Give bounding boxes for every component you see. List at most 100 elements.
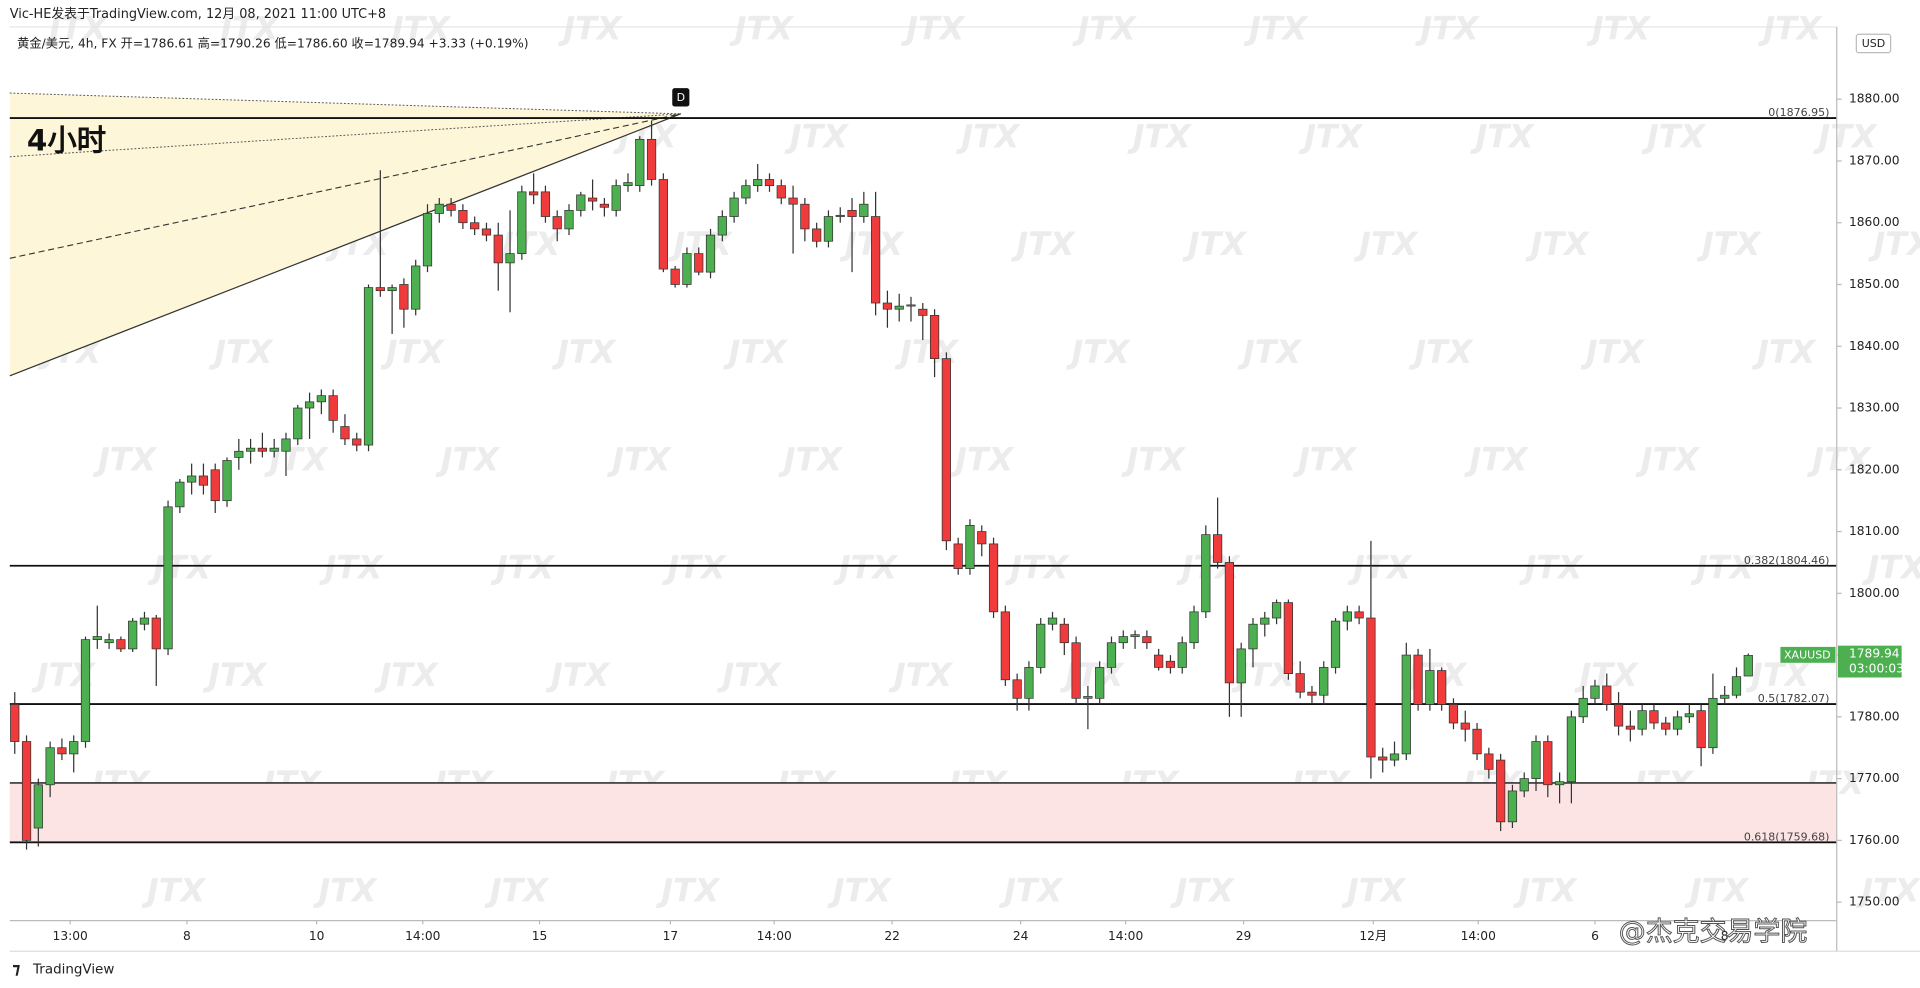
watermark: JTX xyxy=(1004,548,1070,586)
y-tick-label: 1770.00 xyxy=(1849,771,1900,785)
watermark: JTX xyxy=(723,333,789,371)
candle-body xyxy=(1578,697,1588,718)
candle-body xyxy=(1425,670,1435,705)
candle-body xyxy=(646,138,657,180)
candle-body xyxy=(21,741,32,841)
watermark: JTX xyxy=(1402,656,1468,694)
candle-body xyxy=(977,531,987,545)
header: Vic-HE发表于TradingView.com, 12月 08, 2021 1… xyxy=(10,6,386,22)
candle-body xyxy=(635,138,645,187)
candle-body xyxy=(1177,642,1187,668)
candle-body xyxy=(517,191,527,254)
watermark: JTX xyxy=(955,117,1021,155)
candle-body xyxy=(1661,722,1671,730)
candle-body xyxy=(1389,753,1400,761)
last-price: 1789.94 xyxy=(1849,647,1900,661)
candle-body xyxy=(753,179,763,187)
candle-body xyxy=(1083,696,1093,699)
candle-body xyxy=(198,475,209,486)
fan-fill xyxy=(9,93,681,376)
candle-body xyxy=(281,438,291,452)
candle-body xyxy=(1731,676,1742,696)
x-tick-label: 15 xyxy=(532,929,548,943)
candle-body xyxy=(1106,642,1117,668)
candle-body xyxy=(1649,710,1659,724)
candle-body xyxy=(918,308,928,316)
candle-body xyxy=(882,302,893,310)
candle-body xyxy=(1142,636,1152,644)
candle-body xyxy=(128,620,138,650)
candle-body xyxy=(800,203,810,230)
countdown: 03:00:03 xyxy=(1849,661,1904,675)
candle-body xyxy=(187,475,197,483)
candle-body xyxy=(1271,602,1282,619)
watermark: JTX xyxy=(545,656,611,694)
candle-body xyxy=(941,358,951,542)
x-tick-label: 12月 xyxy=(1359,929,1387,943)
y-tick-label: 1860.00 xyxy=(1849,215,1900,229)
candle-body xyxy=(1154,654,1164,668)
fan-line xyxy=(9,92,681,115)
legend: 黄金/美元, 4h, FX 开=1786.61 高=1790.26 低=1786… xyxy=(17,36,528,51)
watermark: JTX xyxy=(1757,10,1823,48)
candle-body xyxy=(1625,725,1635,730)
candle-body xyxy=(1743,655,1753,677)
candle-body xyxy=(871,216,881,304)
x-tick-label: 10 xyxy=(309,929,325,943)
candle-body xyxy=(835,214,845,217)
watermark: JTX xyxy=(998,872,1064,910)
watermark: JTX xyxy=(92,441,158,479)
x-tick-label: 29 xyxy=(1236,929,1252,943)
candle-body xyxy=(1071,642,1081,699)
watermark: JTX xyxy=(484,872,550,910)
fib-label: 0.5(1782.07) xyxy=(1758,692,1830,705)
candle-body xyxy=(906,304,916,307)
watermark: JTX xyxy=(1298,117,1364,155)
candle-body xyxy=(1307,691,1317,696)
symbol-label: XAUUSD xyxy=(1784,648,1831,661)
candle-body xyxy=(363,287,374,446)
candle-body xyxy=(104,639,114,644)
y-tick-label: 1870.00 xyxy=(1849,153,1900,167)
watermark: JTX xyxy=(1072,10,1138,48)
candle-body xyxy=(1437,670,1447,705)
candle-body xyxy=(1413,654,1423,705)
y-tick-label: 1760.00 xyxy=(1849,833,1900,847)
candle-body xyxy=(1000,611,1010,681)
candle-body xyxy=(245,447,256,452)
point-badge xyxy=(672,88,690,107)
watermark: JTX xyxy=(606,441,672,479)
candle-body xyxy=(352,438,362,446)
candle-body xyxy=(965,525,975,569)
x-tick-label: 6 xyxy=(1591,929,1599,943)
candle-body xyxy=(1531,741,1541,779)
watermark: JTX xyxy=(1525,225,1591,263)
currency-box xyxy=(1855,33,1892,54)
watermark: JTX xyxy=(1690,548,1756,586)
candle-body xyxy=(1201,534,1211,613)
symbol-tag xyxy=(1780,646,1836,663)
candle-body xyxy=(1554,781,1565,786)
candle-body xyxy=(564,210,574,230)
candle-body xyxy=(953,543,963,569)
candle-body xyxy=(1047,617,1058,625)
candle-body xyxy=(1342,611,1352,622)
candle-body xyxy=(729,197,739,217)
footer: TradingView xyxy=(32,963,114,978)
fib-label: 0(1876.95) xyxy=(1768,106,1829,119)
zone xyxy=(9,782,1837,841)
watermark: JTX xyxy=(784,117,850,155)
candle-body xyxy=(328,395,338,421)
candle-body xyxy=(1059,623,1069,644)
watermark: JTX xyxy=(1512,872,1578,910)
candle-body xyxy=(116,639,126,650)
candle-body xyxy=(894,305,904,310)
watermark: JTX xyxy=(208,333,274,371)
candle-body xyxy=(552,216,562,230)
candle-body xyxy=(1189,611,1199,644)
candle-body xyxy=(33,784,43,829)
candle-body xyxy=(505,253,515,264)
candle-body xyxy=(1519,778,1529,792)
watermarks: JTX JTX JTX JTX JTX JTX JTX JTX JTX JTX JTX JTX JTX J… xyxy=(31,10,1920,910)
candle-body xyxy=(163,506,173,650)
